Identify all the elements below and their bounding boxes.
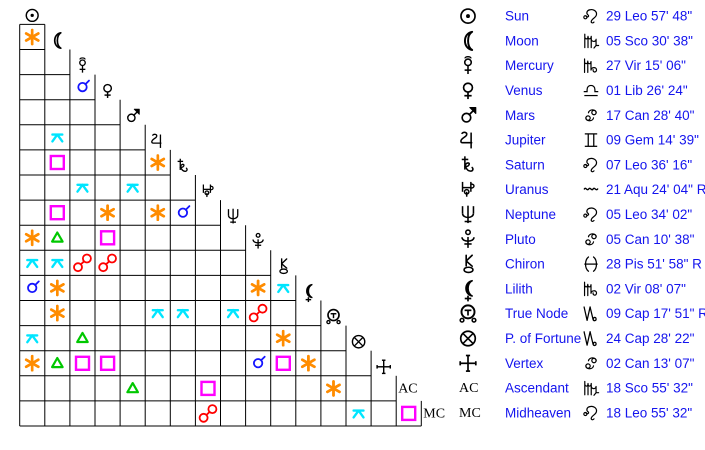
- svg-text:Lilith: Lilith: [505, 281, 533, 296]
- svg-text:AC: AC: [398, 381, 417, 396]
- svg-text:MC: MC: [423, 406, 445, 421]
- svg-text:True Node: True Node: [505, 306, 568, 321]
- svg-text:Venus: Venus: [505, 83, 543, 98]
- svg-text:Moon: Moon: [505, 33, 539, 48]
- svg-text:Vertex: Vertex: [505, 356, 544, 371]
- svg-text:AC: AC: [459, 381, 478, 396]
- svg-text:Mercury: Mercury: [505, 58, 554, 73]
- svg-text:Neptune: Neptune: [505, 207, 556, 222]
- svg-text:01 Lib 26' 24": 01 Lib 26' 24": [606, 83, 688, 98]
- svg-text:17 Can 28' 40": 17 Can 28' 40": [606, 108, 695, 123]
- svg-text:09 Cap 17' 51" R: 09 Cap 17' 51" R: [606, 306, 705, 321]
- svg-text:Chiron: Chiron: [505, 257, 545, 272]
- svg-text:Uranus: Uranus: [505, 182, 549, 197]
- svg-text:Mars: Mars: [505, 108, 535, 123]
- svg-text:24 Cap 28' 22": 24 Cap 28' 22": [606, 331, 695, 346]
- svg-text:05 Sco 30' 38": 05 Sco 30' 38": [606, 33, 693, 48]
- svg-text:18 Sco 55' 32": 18 Sco 55' 32": [606, 381, 693, 396]
- svg-text:05 Can 10' 38": 05 Can 10' 38": [606, 232, 695, 247]
- svg-text:Saturn: Saturn: [505, 157, 545, 172]
- svg-text:MC: MC: [459, 406, 481, 421]
- svg-text:07 Leo 36' 16": 07 Leo 36' 16": [606, 157, 692, 172]
- svg-text:P. of Fortune: P. of Fortune: [505, 331, 581, 346]
- svg-text:02 Vir 08' 07": 02 Vir 08' 07": [606, 281, 686, 296]
- svg-text:05 Leo 34' 02": 05 Leo 34' 02": [606, 207, 692, 222]
- svg-text:29 Leo 57' 48": 29 Leo 57' 48": [606, 9, 692, 24]
- svg-text:28 Pis 51' 58" R: 28 Pis 51' 58" R: [606, 257, 702, 272]
- svg-text:18 Leo 55' 32": 18 Leo 55' 32": [606, 405, 692, 420]
- svg-text:Jupiter: Jupiter: [505, 133, 546, 148]
- svg-text:Pluto: Pluto: [505, 232, 536, 247]
- svg-text:02 Can 13' 07": 02 Can 13' 07": [606, 356, 695, 371]
- svg-text:09 Gem 14' 39": 09 Gem 14' 39": [606, 133, 699, 148]
- svg-text:Sun: Sun: [505, 9, 529, 24]
- svg-text:Midheaven: Midheaven: [505, 405, 571, 420]
- svg-text:21 Aqu 24' 04" R: 21 Aqu 24' 04" R: [606, 182, 705, 197]
- svg-text:Ascendant: Ascendant: [505, 381, 569, 396]
- svg-text:27 Vir 15' 06": 27 Vir 15' 06": [606, 58, 686, 73]
